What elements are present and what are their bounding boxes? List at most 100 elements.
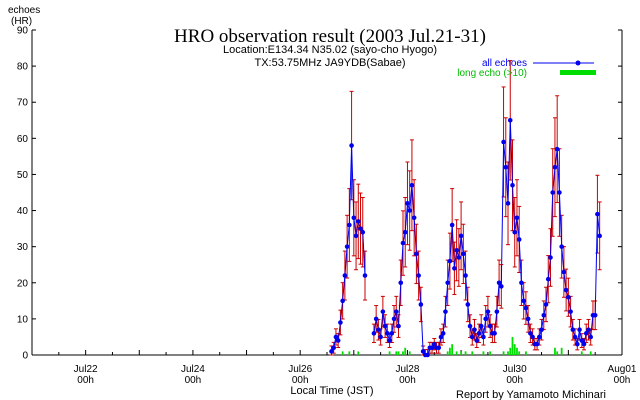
all-echoes-point	[463, 273, 468, 278]
x-axis-label: Local Time (JST)	[290, 385, 373, 397]
long-echo-bar	[455, 351, 458, 355]
all-echoes-point	[393, 309, 399, 314]
long-echo-bar	[395, 351, 398, 355]
long-echo-bar	[388, 351, 391, 355]
all-echoes-point	[588, 334, 594, 340]
all-echoes-point	[570, 327, 576, 333]
x-tick-sublabel: 00h	[292, 375, 309, 386]
all-echoes-point	[376, 327, 381, 333]
all-echoes-point	[429, 345, 435, 351]
y-axis-label-line2: (HR)	[11, 16, 32, 27]
x-tick-sublabel: 00h	[614, 375, 631, 386]
all-echoes-point	[355, 219, 361, 224]
all-echoes-point	[545, 276, 551, 282]
legend-marker-all-echoes	[575, 60, 581, 66]
all-echoes-point	[414, 251, 419, 257]
all-echoes-point	[391, 316, 397, 322]
x-tick-sublabel: 00h	[399, 375, 416, 386]
long-echo-bar	[489, 351, 492, 355]
long-echo-bar	[446, 351, 449, 355]
all-echoes-point	[329, 349, 334, 354]
all-echoes-point	[331, 345, 337, 351]
error-bars	[329, 60, 602, 356]
long-echo-bar	[397, 351, 400, 355]
all-echoes-point	[575, 341, 580, 347]
all-echoes-point	[523, 305, 529, 311]
all-echoes-point	[347, 222, 352, 228]
all-echoes-point	[499, 284, 504, 289]
all-echoes-point	[398, 280, 404, 286]
all-echoes-point	[478, 323, 484, 329]
all-echoes-point	[335, 338, 341, 343]
all-echoes-point	[333, 334, 339, 340]
all-echoes-point	[454, 247, 459, 253]
all-echoes-point	[474, 338, 480, 343]
long-echo-bar	[580, 351, 583, 355]
y-axis-label-line1: echoes	[8, 5, 40, 16]
all-echoes-point	[483, 316, 488, 322]
all-echoes-point	[344, 244, 350, 249]
all-echoes-point	[385, 331, 390, 336]
all-echoes-point	[521, 298, 526, 304]
long-echo-bar	[451, 344, 454, 355]
y-tick-label: 90	[17, 26, 29, 37]
all-echoes-point	[592, 312, 598, 318]
y-tick-label: 30	[17, 242, 29, 253]
all-echoes-point	[445, 280, 450, 286]
all-echoes-point	[469, 334, 475, 340]
all-echoes-point	[568, 309, 573, 314]
all-echoes-point	[512, 229, 518, 235]
all-echoes-point	[387, 338, 392, 343]
all-echoes-point	[481, 334, 486, 340]
all-echoes-point	[452, 266, 457, 271]
long-echo-bar	[560, 347, 563, 355]
all-echoes-point	[579, 338, 585, 343]
long-echo-bar	[402, 351, 404, 355]
all-echoes-point	[548, 255, 553, 260]
all-echoes-point	[416, 273, 421, 278]
x-tick-label: Jul24	[181, 364, 205, 375]
axes-group: 0102030405060708090Jul2200hJul2400hJul26…	[17, 26, 637, 387]
all-echoes-point	[539, 327, 544, 333]
all-echoes-point	[407, 208, 412, 213]
all-echoes-point	[557, 190, 562, 195]
long-echo-series	[341, 336, 592, 355]
long-echo-bar	[509, 347, 512, 355]
all-echoes-point	[351, 215, 357, 221]
all-echoes-point	[340, 298, 345, 304]
legend-label-long-echo: long echo (>10)	[457, 68, 527, 79]
all-echoes-point	[411, 215, 417, 221]
all-echoes-point	[561, 269, 567, 275]
long-echo-bar	[518, 351, 521, 355]
all-echoes-point	[358, 226, 363, 231]
all-echoes-point	[443, 309, 448, 314]
all-echoes-point	[362, 273, 368, 278]
all-echoes-point	[338, 320, 343, 325]
all-echoes-point	[405, 201, 410, 206]
all-echoes-point	[431, 341, 437, 347]
credit-text: Report by Yamamoto Michinari	[456, 389, 606, 400]
all-echoes-point	[505, 201, 511, 206]
all-echoes-point	[510, 182, 515, 188]
all-echoes-point	[378, 334, 383, 340]
long-echo-bar	[471, 351, 474, 355]
long-echo-bar	[341, 351, 344, 355]
all-echoes-point	[496, 280, 502, 286]
y-tick-label: 80	[17, 62, 29, 73]
x-tick-label: Aug01	[608, 364, 637, 375]
long-echo-bar	[408, 351, 411, 355]
all-echoes-point	[472, 327, 477, 333]
long-echo-bar	[460, 351, 462, 355]
y-tick-label: 70	[17, 98, 29, 109]
all-echoes-point	[577, 327, 582, 333]
all-echoes-point	[550, 190, 556, 195]
legend-label-all-echoes: all echoes	[482, 58, 527, 69]
all-echoes-point	[543, 302, 549, 307]
all-echoes-point	[467, 323, 473, 329]
all-echoes-point	[541, 312, 547, 318]
legend: all echoes long echo (>10)	[457, 58, 596, 79]
long-echo-bar	[357, 351, 360, 355]
all-echoes-point	[449, 222, 455, 228]
all-echoes-point	[586, 327, 591, 333]
all-echoes-point	[501, 139, 506, 145]
